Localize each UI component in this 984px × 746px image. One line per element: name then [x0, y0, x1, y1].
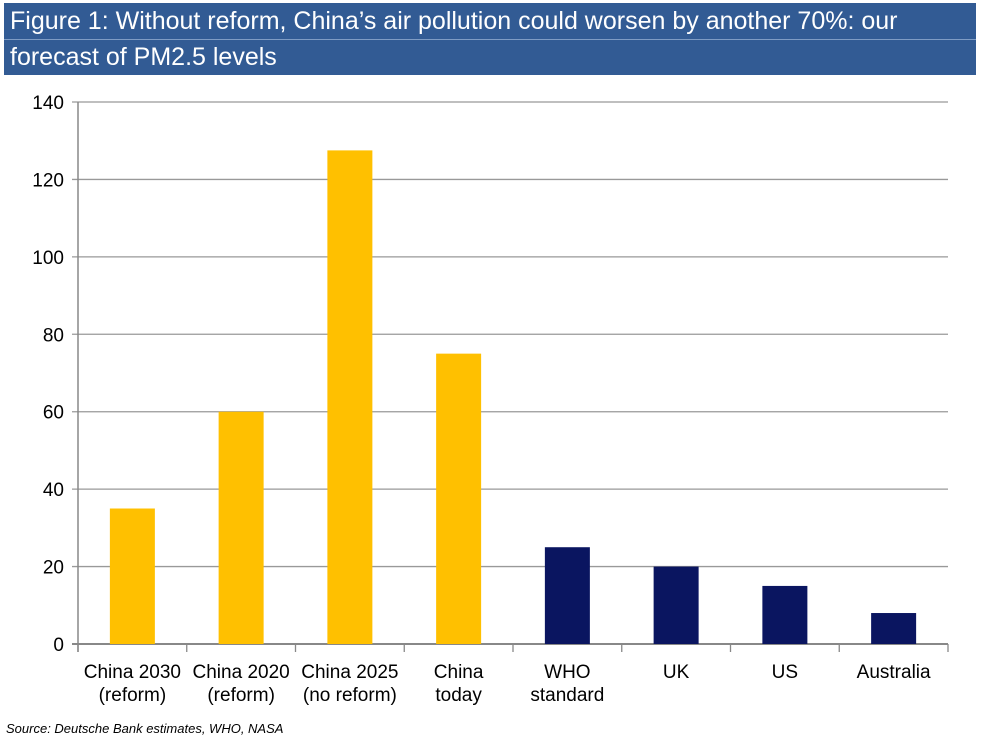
y-tick-label: 80 [43, 325, 64, 346]
x-tick-label: today [435, 685, 482, 706]
x-tick-label: WHO [544, 662, 590, 683]
bar [544, 547, 590, 644]
bar [762, 585, 808, 644]
bar [436, 353, 482, 644]
x-tick-label: (reform) [99, 685, 167, 706]
source-note: Source: Deutsche Bank estimates, WHO, NA… [6, 721, 284, 736]
bar [871, 613, 917, 644]
y-tick-label: 140 [32, 93, 64, 114]
x-tick-label: China 2025 [301, 662, 398, 683]
chart-title-line-1: Figure 1: Without reform, China’s air po… [10, 7, 898, 35]
x-tick-label: US [772, 662, 798, 683]
x-tick-label: UK [663, 662, 690, 683]
title-divider [4, 39, 976, 40]
bar [327, 150, 373, 644]
x-tick-label: China 2020 [193, 662, 290, 683]
x-tick-label: Australia [857, 662, 931, 683]
y-tick-label: 60 [43, 403, 64, 424]
x-tick-label: China [434, 662, 484, 683]
y-tick-label: 100 [32, 248, 64, 269]
x-tick-label: China 2030 [84, 662, 181, 683]
x-tick-label: standard [530, 685, 604, 706]
bar [218, 411, 264, 644]
y-tick-label: 20 [43, 558, 64, 579]
chart-title: Figure 1: Without reform, China’s air po… [4, 3, 976, 75]
y-tick-label: 120 [32, 170, 64, 191]
x-tick-label: (no reform) [303, 685, 397, 706]
x-tick-label: (reform) [207, 685, 275, 706]
y-tick-label: 0 [53, 635, 64, 656]
bar [653, 566, 699, 644]
chart-title-line-2: forecast of PM2.5 levels [10, 43, 277, 71]
y-tick-label: 40 [43, 480, 64, 501]
bar [109, 508, 155, 644]
